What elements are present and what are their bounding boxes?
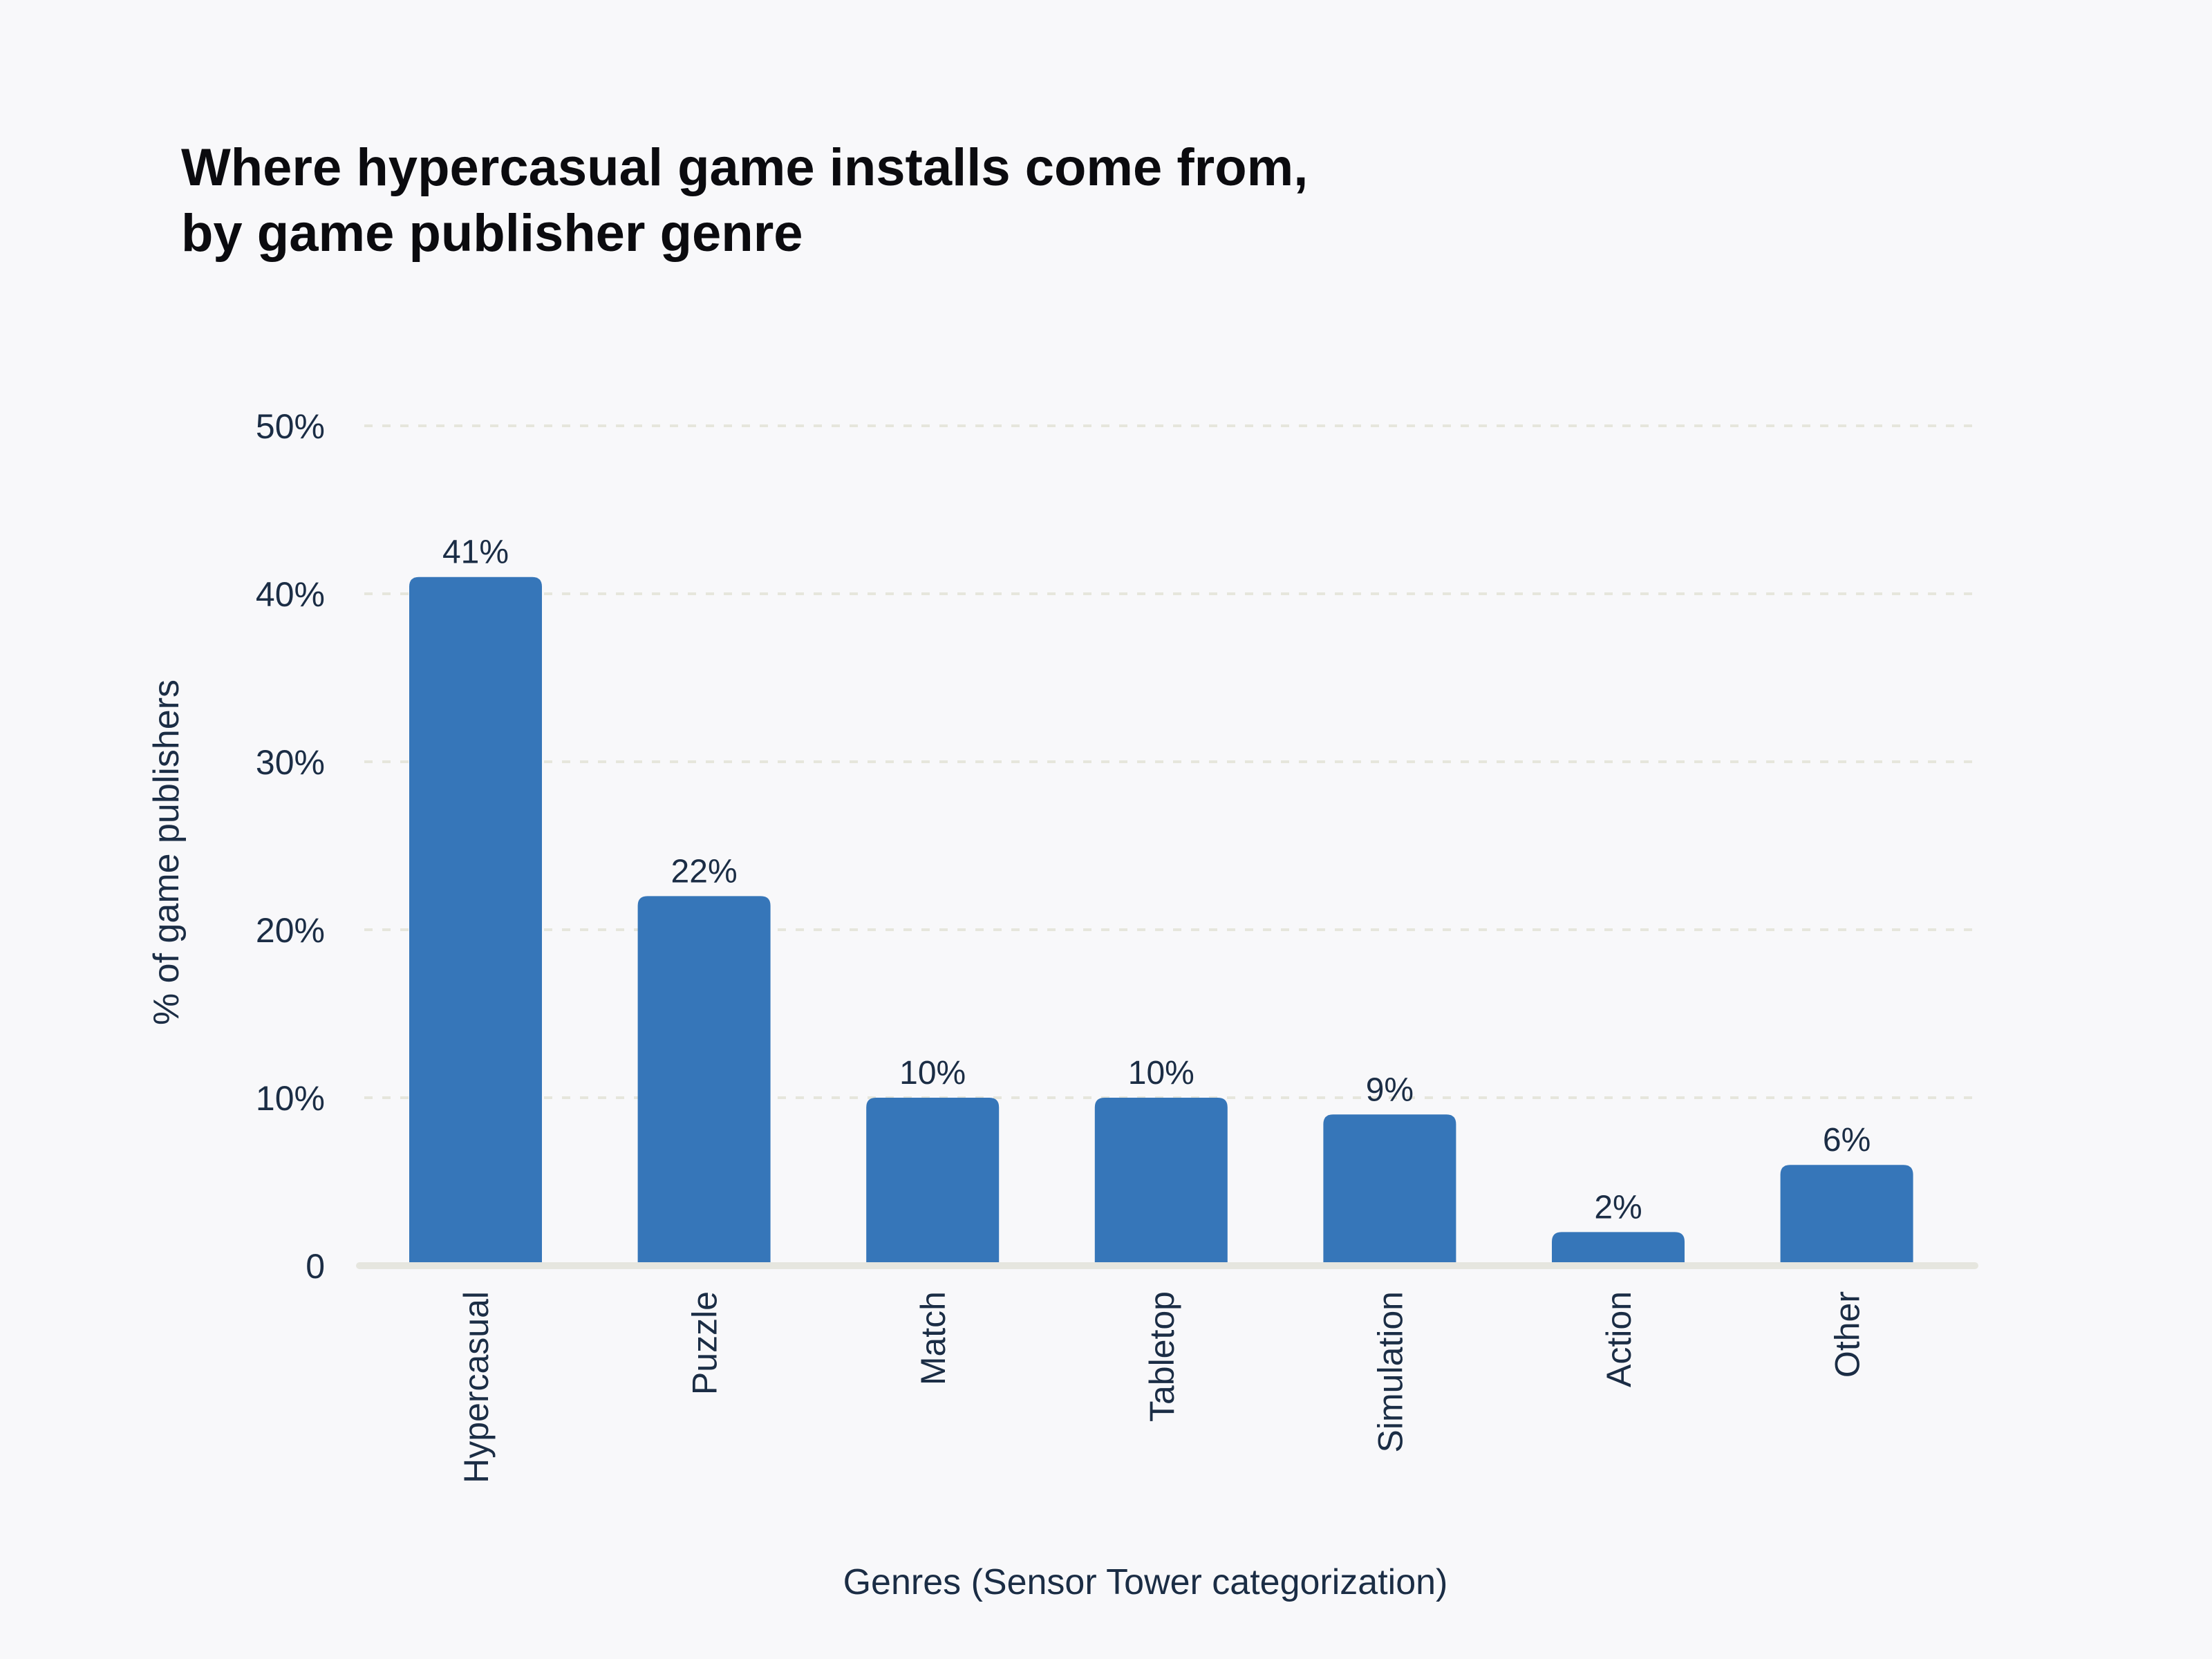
x-category-label: Simulation: [1371, 1291, 1409, 1452]
x-category-label: Other: [1828, 1291, 1867, 1378]
data-label: 9%: [1366, 1071, 1414, 1108]
y-tick-label: 20%: [256, 911, 325, 950]
y-tick-label: 30%: [256, 743, 325, 782]
bar-match: [866, 1098, 1000, 1264]
y-tick-label: 50%: [256, 407, 325, 446]
bar-other: [1780, 1165, 1913, 1264]
y-axis-title: % of game publishers: [147, 679, 187, 1025]
data-labels: 41% 22% 10% 10% 9% 2% 6%: [442, 534, 1871, 1226]
x-axis-categories: Hypercasual Puzzle Match Tabletop Simulation…: [457, 1291, 1867, 1483]
y-tick-label: 0: [306, 1247, 325, 1286]
data-label: 6%: [1823, 1122, 1871, 1159]
x-category-label: Match: [914, 1291, 953, 1385]
data-label: 2%: [1594, 1189, 1642, 1226]
y-axis-ticks: 0 10% 20% 30% 40% 50%: [256, 407, 325, 1286]
bar-tabletop: [1094, 1098, 1228, 1264]
bars: [409, 577, 1913, 1264]
chart-title-line-2: by game publisher genre: [181, 204, 803, 263]
x-category-label: Hypercasual: [457, 1291, 496, 1483]
chart-title-line-1: Where hypercasual game installs come fro…: [181, 138, 1308, 197]
bar-action: [1552, 1232, 1685, 1264]
x-category-label: Action: [1600, 1291, 1638, 1387]
x-category-label: Puzzle: [686, 1291, 724, 1395]
data-label: 10%: [1128, 1055, 1194, 1091]
data-label: 41%: [442, 534, 509, 571]
data-label: 22%: [671, 853, 738, 890]
x-axis-title: Genres (Sensor Tower categorization): [843, 1562, 1448, 1602]
data-label: 10%: [899, 1055, 966, 1091]
y-tick-label: 10%: [256, 1079, 325, 1118]
y-tick-label: 40%: [256, 575, 325, 614]
bar-hypercasual: [409, 577, 542, 1264]
bar-simulation: [1323, 1114, 1456, 1264]
bar-puzzle: [637, 896, 771, 1264]
x-category-label: Tabletop: [1143, 1291, 1181, 1422]
